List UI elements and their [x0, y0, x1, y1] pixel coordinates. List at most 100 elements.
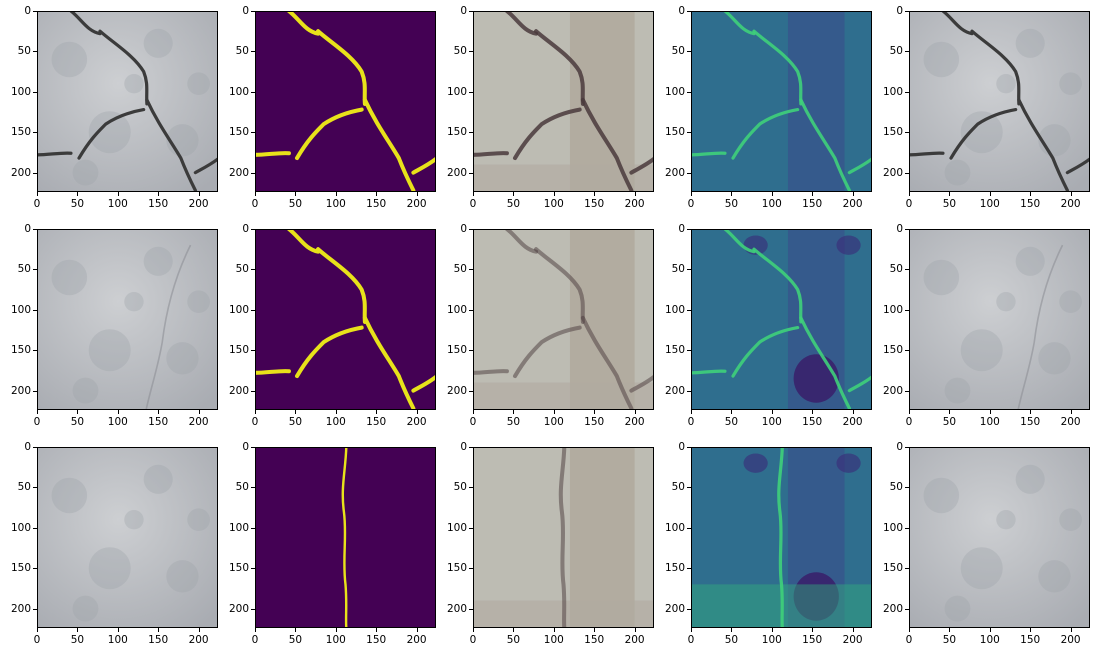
- panel-input-photo-row3: [37, 447, 218, 628]
- y-tick-label: 100: [882, 303, 903, 316]
- y-tick-mark: [469, 487, 473, 489]
- y-tick-label: 0: [896, 441, 903, 453]
- x-tick-mark: [989, 628, 991, 632]
- y-tick-mark: [905, 11, 909, 12]
- x-tick-mark: [117, 192, 119, 196]
- x-tick-label: 150: [366, 634, 387, 646]
- y-tick-mark: [905, 91, 909, 93]
- x-tick-label: 150: [802, 198, 823, 210]
- crack-heatmap-image: [691, 229, 872, 410]
- x-tick-label: 200: [188, 634, 209, 646]
- x-tick-mark: [949, 410, 951, 414]
- y-tick-mark: [33, 527, 37, 529]
- y-tick-label: 150: [446, 562, 467, 575]
- x-tick-label: 150: [148, 198, 169, 210]
- y-tick-mark: [33, 91, 37, 93]
- y-tick-label: 150: [664, 126, 685, 139]
- x-tick-label: 50: [288, 634, 303, 646]
- y-tick-mark: [251, 229, 255, 230]
- panel-reconstruction-row2: [473, 229, 654, 410]
- panel-crack-heatmap-row2: [691, 229, 872, 410]
- x-tick-mark: [376, 192, 378, 196]
- x-tick-label: 0: [33, 416, 41, 428]
- y-tick-label: 0: [460, 441, 467, 453]
- y-tick-mark: [33, 568, 37, 570]
- x-tick-mark: [812, 410, 814, 414]
- x-tick-label: 50: [724, 416, 739, 428]
- x-tick-mark: [255, 192, 256, 196]
- x-tick-label: 100: [543, 198, 564, 210]
- y-tick-label: 200: [882, 602, 903, 615]
- x-tick-label: 50: [70, 198, 85, 210]
- x-tick-mark: [295, 628, 297, 632]
- y-tick-label: 50: [453, 481, 467, 494]
- y-tick-label: 150: [10, 562, 31, 575]
- y-tick-label: 50: [453, 45, 467, 58]
- x-tick-mark: [473, 192, 474, 196]
- x-tick-label: 0: [251, 416, 259, 428]
- y-tick-mark: [469, 309, 473, 311]
- input-photo-copy-image: [909, 229, 1090, 410]
- y-tick-label: 0: [678, 441, 685, 453]
- input-photo-image: [37, 447, 218, 628]
- y-tick-label: 50: [671, 481, 685, 494]
- y-tick-label: 200: [228, 166, 249, 179]
- x-tick-mark: [1030, 192, 1032, 196]
- y-tick-label: 0: [896, 223, 903, 235]
- y-tick-label: 100: [446, 521, 467, 534]
- y-tick-label: 50: [889, 45, 903, 58]
- y-tick-label: 200: [446, 166, 467, 179]
- y-tick-mark: [687, 447, 691, 448]
- x-tick-mark: [416, 192, 418, 196]
- y-tick-label: 100: [446, 303, 467, 316]
- x-tick-mark: [416, 628, 418, 632]
- x-tick-label: 0: [687, 198, 695, 210]
- y-tick-label: 200: [446, 602, 467, 615]
- x-tick-label: 100: [325, 634, 346, 646]
- y-tick-mark: [469, 132, 473, 134]
- x-tick-mark: [376, 628, 378, 632]
- x-tick-mark: [812, 192, 814, 196]
- y-tick-label: 200: [882, 166, 903, 179]
- x-tick-label: 200: [1060, 198, 1081, 210]
- x-tick-mark: [37, 192, 38, 196]
- y-tick-label: 0: [242, 441, 249, 453]
- x-tick-label: 50: [70, 416, 85, 428]
- x-tick-mark: [255, 628, 256, 632]
- y-tick-label: 0: [24, 223, 31, 235]
- panel-ground-truth-mask-row3: [255, 447, 436, 628]
- y-tick-label: 100: [10, 303, 31, 316]
- x-tick-label: 150: [802, 416, 823, 428]
- y-tick-mark: [687, 91, 691, 93]
- x-tick-mark: [513, 192, 515, 196]
- panel-input-photo-copy-row2: [909, 229, 1090, 410]
- y-tick-label: 200: [664, 384, 685, 397]
- x-tick-mark: [117, 410, 119, 414]
- x-tick-mark: [949, 628, 951, 632]
- x-tick-mark: [295, 192, 297, 196]
- y-tick-mark: [251, 269, 255, 271]
- y-tick-mark: [469, 608, 473, 610]
- x-tick-label: 50: [724, 634, 739, 646]
- y-tick-mark: [251, 447, 255, 448]
- y-tick-label: 150: [664, 562, 685, 575]
- y-tick-mark: [469, 350, 473, 352]
- y-tick-label: 200: [228, 384, 249, 397]
- y-tick-mark: [469, 447, 473, 448]
- x-tick-mark: [634, 192, 636, 196]
- x-tick-mark: [255, 410, 256, 414]
- y-tick-label: 100: [664, 521, 685, 534]
- panel-reconstruction-row3: [473, 447, 654, 628]
- panel-input-photo-copy-row1: [909, 11, 1090, 192]
- input-photo-copy-image: [909, 447, 1090, 628]
- x-tick-label: 0: [251, 634, 259, 646]
- crack-heatmap-image: [691, 11, 872, 192]
- x-tick-mark: [691, 192, 692, 196]
- x-tick-label: 50: [506, 416, 521, 428]
- y-tick-label: 150: [10, 344, 31, 357]
- x-tick-mark: [158, 410, 160, 414]
- y-tick-mark: [905, 309, 909, 311]
- x-tick-mark: [1030, 410, 1032, 414]
- input-photo-image: [37, 11, 218, 192]
- y-tick-mark: [905, 390, 909, 392]
